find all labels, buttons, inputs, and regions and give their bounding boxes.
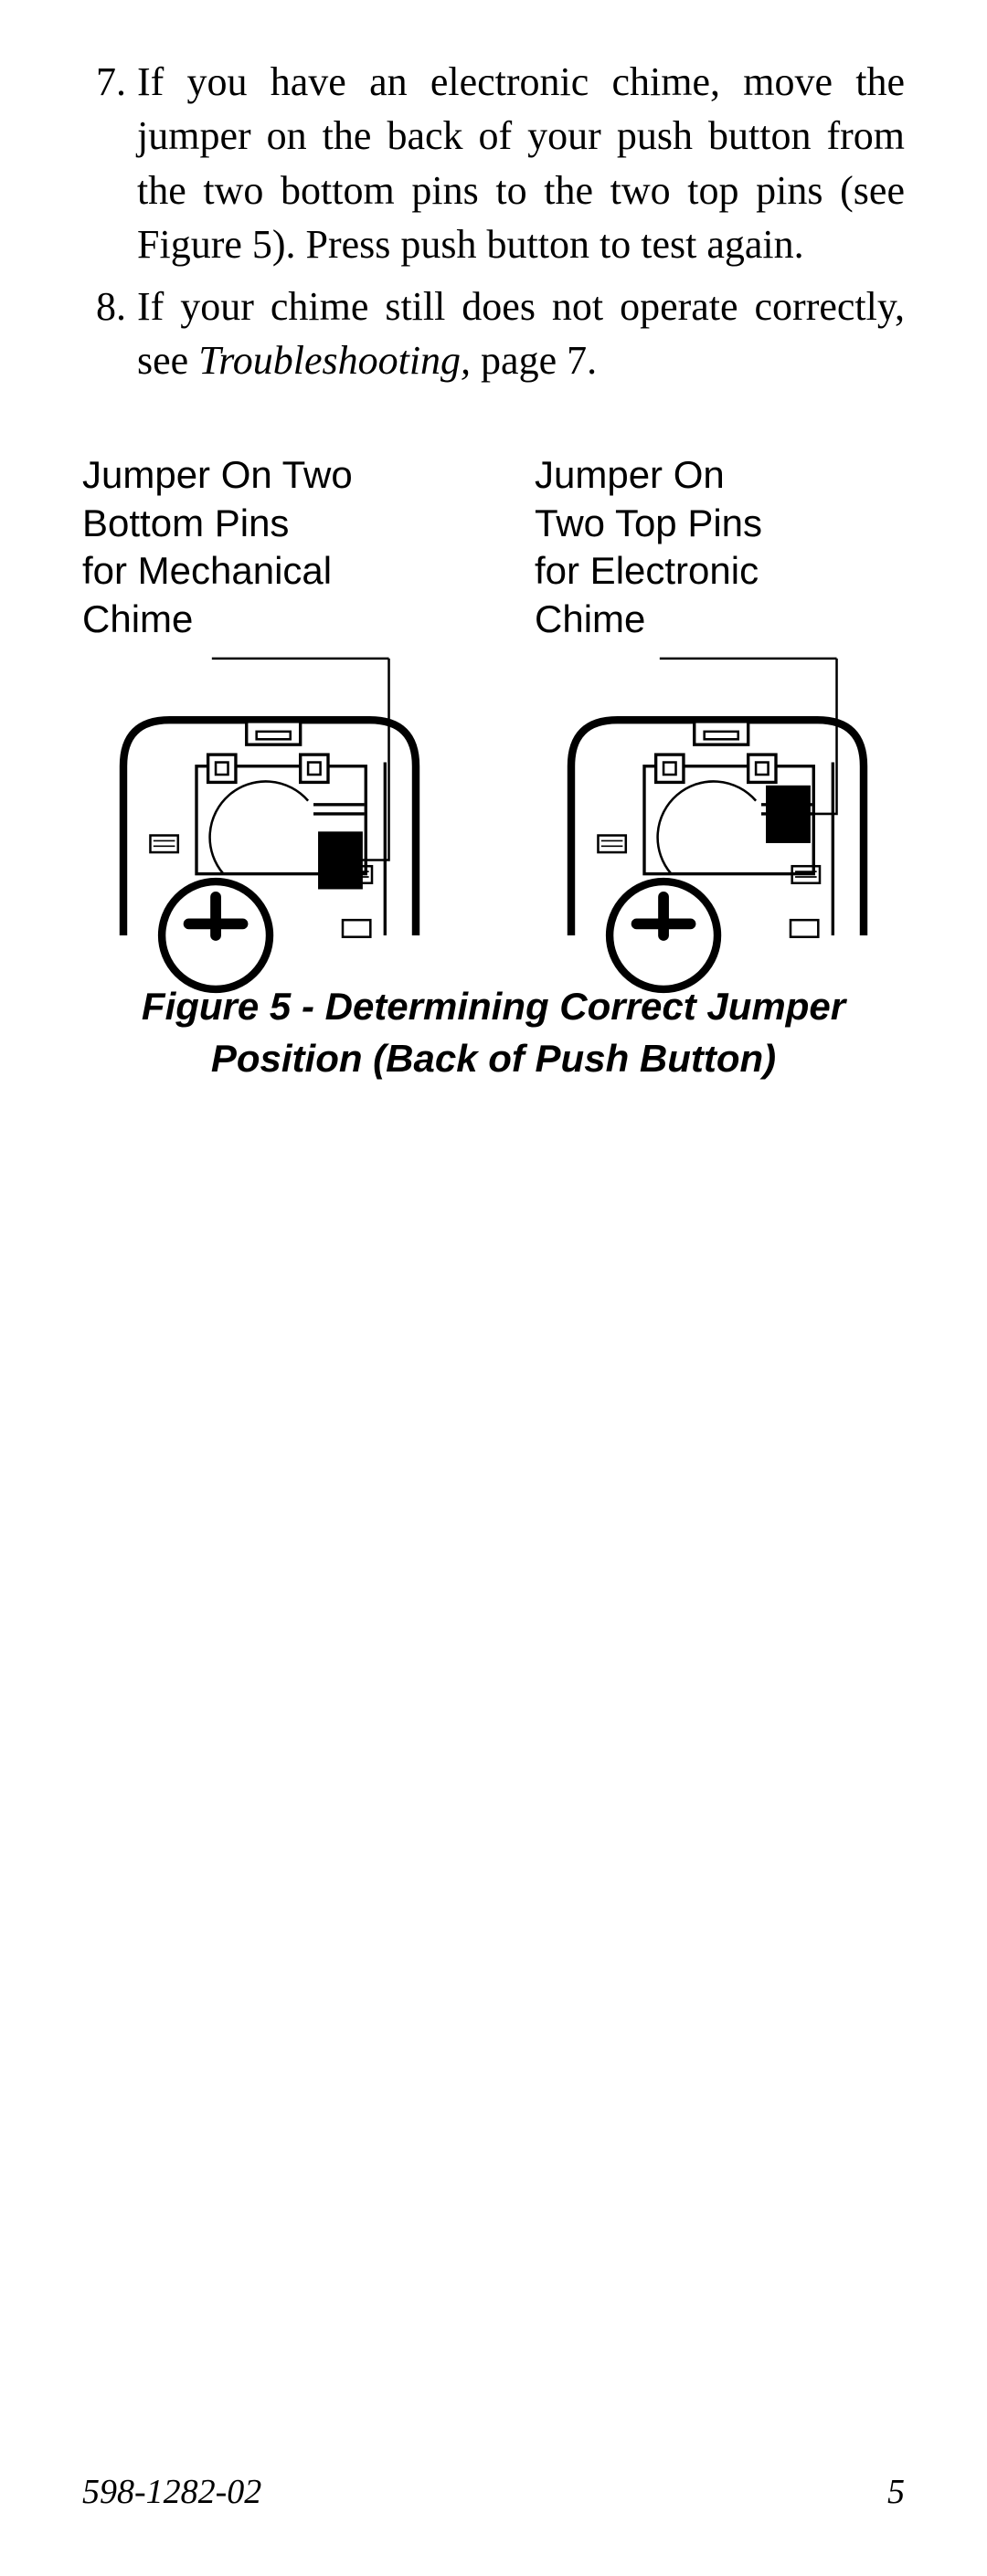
instruction-number: 7. [82, 55, 137, 272]
page-footer: 598-1282-02 5 [82, 2472, 905, 2512]
caption-line: Figure 5 - Determining Correct Jumper [82, 981, 905, 1033]
page-number: 5 [887, 2472, 905, 2512]
label-line: Chime [82, 596, 535, 644]
caption-line: Position (Back of Push Button) [82, 1033, 905, 1085]
figure-caption: Figure 5 - Determining Correct Jumper Po… [82, 981, 905, 1084]
instruction-text: If your chime still does not operate cor… [137, 280, 905, 388]
diagram-right [530, 643, 905, 935]
label-right: Jumper On Two Top Pins for Electronic Ch… [535, 451, 905, 643]
instruction-number: 8. [82, 280, 137, 388]
label-line: Jumper On Two [82, 451, 535, 500]
diagrams [82, 643, 905, 935]
label-line: Chime [535, 596, 905, 644]
instruction-item-8: 8. If your chime still does not operate … [82, 280, 905, 388]
label-line: Jumper On [535, 451, 905, 500]
diagram-labels: Jumper On Two Bottom Pins for Mechanical… [82, 451, 905, 643]
instruction-text: If you have an electronic chime, move th… [137, 55, 905, 272]
label-left: Jumper On Two Bottom Pins for Mechanical… [82, 451, 535, 643]
label-line: for Electronic [535, 547, 905, 596]
diagram-left-col [82, 643, 494, 935]
label-line: Two Top Pins [535, 500, 905, 548]
doc-number: 598-1282-02 [82, 2472, 261, 2512]
label-line: Bottom Pins [82, 500, 535, 548]
text-italic: Troubleshooting, [198, 338, 471, 383]
instruction-list: 7. If you have an electronic chime, move… [82, 55, 905, 387]
instruction-item-7: 7. If you have an electronic chime, move… [82, 55, 905, 272]
label-line: for Mechanical [82, 547, 535, 596]
text-after: page 7. [471, 338, 597, 383]
diagram-right-col [494, 643, 941, 935]
diagram-left [82, 643, 457, 935]
